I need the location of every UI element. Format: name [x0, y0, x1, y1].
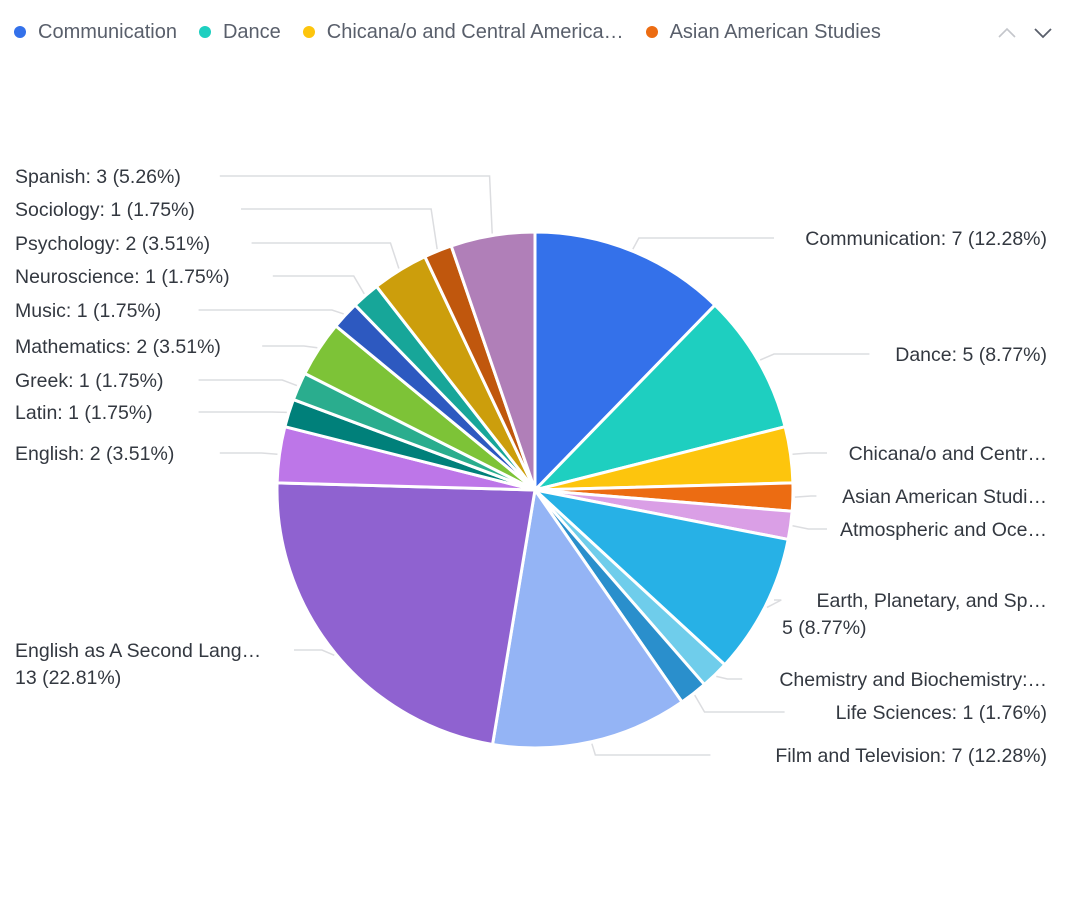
legend-label: Asian American Studies	[669, 20, 881, 43]
legend-marker	[198, 26, 211, 38]
leader-line	[716, 675, 743, 680]
leader-line	[766, 599, 782, 609]
pie-slices	[275, 230, 795, 750]
slice-label: Latin: 1 (1.75%)	[15, 402, 153, 424]
legend-item-dance[interactable]: Dance	[198, 20, 281, 44]
leader-line	[262, 345, 318, 349]
slice-label: 13 (22.81%)	[15, 667, 121, 689]
leader-line	[792, 452, 827, 456]
legend-item-communication[interactable]: Communication	[14, 21, 177, 44]
leader-line	[591, 743, 711, 756]
legend-label: Chicana/o and Central America…	[326, 20, 624, 43]
leader-line	[792, 524, 827, 530]
leader-line	[241, 208, 438, 250]
pie-slice-film-and-television[interactable]	[491, 488, 684, 750]
label-leader-lines	[198, 175, 870, 756]
legend-item-asian-american-studies[interactable]: Asian American Studies	[645, 20, 881, 44]
chart-legend: Communication Dance Chicana/o and Centra…	[14, 14, 1066, 50]
leader-line	[251, 242, 400, 269]
slice-label: Atmospheric and Oce…	[840, 519, 1047, 541]
chevron-down-icon[interactable]	[1032, 22, 1054, 44]
legend-marker	[645, 26, 658, 38]
slice-label: Greek: 1 (1.75%)	[15, 370, 163, 392]
slice-label: Dance: 5 (8.77%)	[895, 344, 1047, 366]
leader-line	[694, 694, 785, 713]
leader-line	[759, 353, 870, 361]
leader-line	[272, 275, 365, 295]
leader-line	[198, 379, 298, 387]
slice-label: English: 2 (3.51%)	[15, 443, 174, 465]
slice-label: Neuroscience: 1 (1.75%)	[15, 266, 230, 288]
slice-label: Psychology: 2 (3.51%)	[15, 233, 210, 255]
slice-label: Chicana/o and Centr…	[849, 443, 1047, 465]
slice-label: Asian American Studi…	[842, 486, 1047, 508]
pie-slice-english-as-a-second-language[interactable]	[275, 481, 537, 746]
legend-label: Dance	[222, 20, 281, 43]
leader-line	[198, 309, 344, 315]
slice-label: Sociology: 1 (1.75%)	[15, 199, 195, 221]
legend-marker	[302, 26, 315, 38]
slice-label: Chemistry and Biochemistry:…	[779, 669, 1047, 691]
slice-label: Life Sciences: 1 (1.76%)	[836, 702, 1047, 724]
leader-line	[219, 175, 493, 234]
slice-label: Communication: 7 (12.28%)	[805, 228, 1047, 250]
legend-marker	[14, 26, 26, 38]
slice-label: Music: 1 (1.75%)	[15, 300, 161, 322]
slice-label: Film and Television: 7 (12.28%)	[775, 745, 1047, 767]
leader-line	[632, 237, 774, 250]
slice-label: Spanish: 3 (5.26%)	[15, 166, 181, 188]
legend-pagination	[996, 22, 1054, 44]
leader-line	[219, 452, 278, 456]
slice-label: Mathematics: 2 (3.51%)	[15, 336, 221, 358]
leader-line	[794, 495, 817, 498]
slice-label: 5 (8.77%)	[782, 617, 867, 639]
slice-labels: Communication: 7 (12.28%) Dance: 5 (8.77%…	[15, 166, 1047, 767]
pie-slice-dance[interactable]	[533, 303, 787, 492]
legend-item-chicana-central-american[interactable]: Chicana/o and Central America…	[302, 20, 624, 44]
pie-slice-spanish[interactable]	[449, 230, 537, 492]
slice-label: Earth, Planetary, and Sp…	[816, 590, 1047, 612]
chevron-up-icon[interactable]	[996, 22, 1018, 44]
legend-label: Communication	[38, 20, 177, 43]
leader-line	[294, 649, 335, 656]
pie-slice-earth-planetary-and-space-sciences[interactable]	[533, 488, 790, 667]
pie-slice-communication[interactable]	[533, 230, 717, 492]
slice-label: English as A Second Lang…	[15, 640, 261, 662]
